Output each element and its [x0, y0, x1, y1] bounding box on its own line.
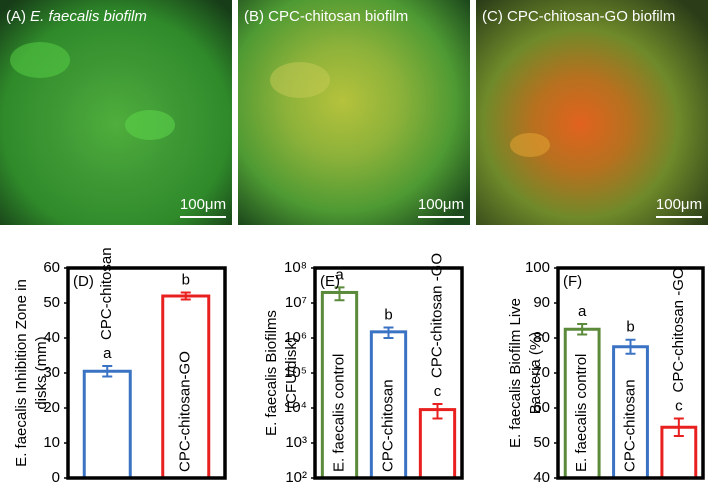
error-bar: [625, 338, 636, 355]
y-tick-label: 10⁴: [284, 399, 307, 416]
bar: [563, 327, 601, 480]
y-tick-label: 90: [533, 294, 550, 311]
y-tick-label: 0: [52, 469, 60, 485]
y-axis-label: Bacteria (%): [527, 332, 544, 415]
panel-letter: (C): [482, 8, 503, 25]
bar: [320, 290, 359, 480]
y-tick-label: 10⁶: [284, 329, 307, 346]
category-label: CPC-chitosan -GO: [428, 253, 445, 378]
significance-letter: c: [434, 383, 442, 400]
error-bar: [432, 403, 443, 420]
scale-label: 100μm: [418, 196, 464, 213]
category-label: E. faecalis control: [573, 354, 590, 472]
significance-letter: b: [384, 306, 392, 323]
y-tick-label: 80: [533, 329, 550, 346]
panel-tag: (F): [563, 273, 582, 290]
panel-letter: (A): [6, 8, 26, 25]
category-label: CPC-chitosan: [98, 247, 115, 340]
y-axis-label: disks (mm): [33, 336, 50, 409]
panel-label: (B) CPC-chitosan biofilm: [244, 8, 408, 25]
panel-title: CPC-chitosan-GO biofilm: [507, 8, 675, 25]
y-tick-label: 50: [533, 434, 550, 451]
y-axis-label: E. faecalis Biofilm Live: [507, 298, 524, 448]
plot-frame: [556, 266, 705, 480]
bar: [418, 408, 457, 480]
significance-letter: a: [335, 266, 344, 283]
error-bar: [673, 417, 684, 437]
y-axis-label: E. faecalis Inhibition Zone in: [13, 279, 30, 467]
error-bar: [180, 291, 191, 301]
y-tick-label: 70: [533, 364, 550, 381]
scale-label: 100μm: [656, 196, 702, 213]
y-axis-label: E. faecalis Biofilms: [263, 310, 280, 436]
y-tick-label: 100: [525, 259, 550, 276]
category-label: CPC-chitosan -GO: [670, 267, 687, 392]
category-label: CPC-chitosan-GO: [177, 351, 194, 472]
scale-label: 100μm: [180, 196, 226, 213]
micrograph-c: [476, 0, 708, 225]
panel-title: CPC-chitosan biofilm: [268, 8, 408, 25]
y-tick-label: 10⁵: [284, 364, 307, 381]
y-tick-label: 60: [43, 259, 60, 276]
plot-frame: [313, 266, 464, 480]
y-axis-label: (CFU/disk): [283, 337, 300, 409]
panel-label: (C) CPC-chitosan-GO biofilm: [482, 8, 675, 25]
panel-label: (A) E. faecalis biofilm: [6, 8, 147, 25]
micrograph-b: [238, 0, 470, 225]
significance-letter: c: [675, 397, 683, 414]
y-tick-label: 40: [533, 469, 550, 485]
category-label: CPC-chitosan: [621, 379, 638, 472]
micrograph-a: [0, 0, 232, 225]
significance-letter: a: [578, 303, 587, 320]
y-tick-label: 20: [43, 399, 60, 416]
bar: [82, 369, 132, 480]
panel-letter: (B): [244, 8, 264, 25]
error-bar: [577, 323, 588, 336]
significance-letter: a: [103, 345, 112, 362]
y-tick-label: 40: [43, 329, 60, 346]
y-tick-label: 10⁷: [285, 294, 307, 311]
significance-letter: b: [182, 271, 190, 288]
error-bar: [383, 326, 394, 339]
panel-title: E. faecalis biofilm: [30, 8, 147, 25]
y-tick-label: 10²: [285, 469, 307, 485]
y-tick-label: 10⁸: [284, 259, 307, 276]
significance-letter: b: [626, 319, 634, 336]
y-tick-label: 30: [43, 364, 60, 381]
panel-tag: (E): [320, 273, 340, 290]
plot-frame: [66, 266, 227, 480]
y-tick-label: 10³: [285, 434, 307, 451]
panel-tag: (D): [73, 273, 94, 290]
error-bar: [334, 286, 345, 302]
error-bar: [102, 365, 113, 378]
y-tick-label: 50: [43, 294, 60, 311]
y-tick-label: 60: [533, 399, 550, 416]
category-label: E. faecalis control: [330, 354, 347, 472]
category-label: CPC-chitosan: [379, 379, 396, 472]
y-tick-label: 10: [43, 434, 60, 451]
